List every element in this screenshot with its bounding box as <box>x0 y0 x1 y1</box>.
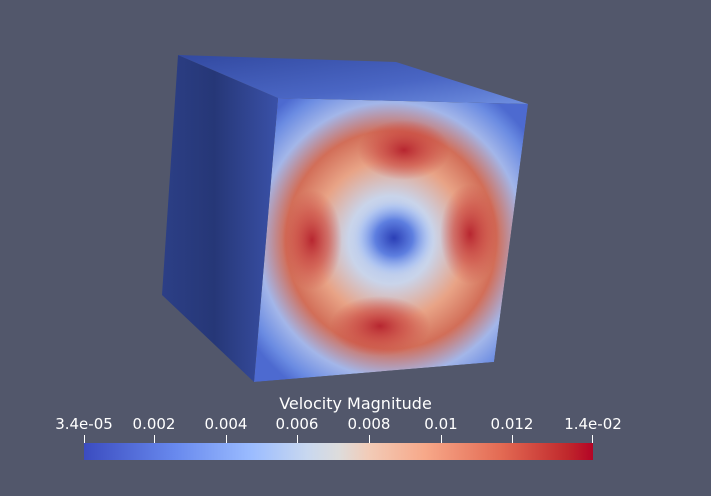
color-legend-bar[interactable] <box>84 443 593 460</box>
tick-mark <box>441 435 442 443</box>
tick-label-max: 1.4e-02 <box>564 415 622 433</box>
cube-top-face <box>178 55 528 104</box>
tick-mark <box>226 435 227 443</box>
tick-mark <box>154 435 155 443</box>
cube-left-face <box>162 55 278 382</box>
tick-label-0.01: 0.01 <box>424 415 458 433</box>
tick-label-0.006: 0.006 <box>275 415 319 433</box>
tick-mark <box>84 435 85 443</box>
tick-label-0.008: 0.008 <box>347 415 391 433</box>
tick-label-0.002: 0.002 <box>132 415 176 433</box>
tick-mark <box>297 435 298 443</box>
tick-label-min: 3.4e-05 <box>55 415 113 433</box>
tick-mark <box>369 435 370 443</box>
tick-label-0.012: 0.012 <box>490 415 534 433</box>
cube-front-face <box>254 98 528 382</box>
legend-title: Velocity Magnitude <box>279 394 432 413</box>
tick-mark <box>592 435 593 443</box>
tick-mark <box>512 435 513 443</box>
tick-label-0.004: 0.004 <box>204 415 248 433</box>
